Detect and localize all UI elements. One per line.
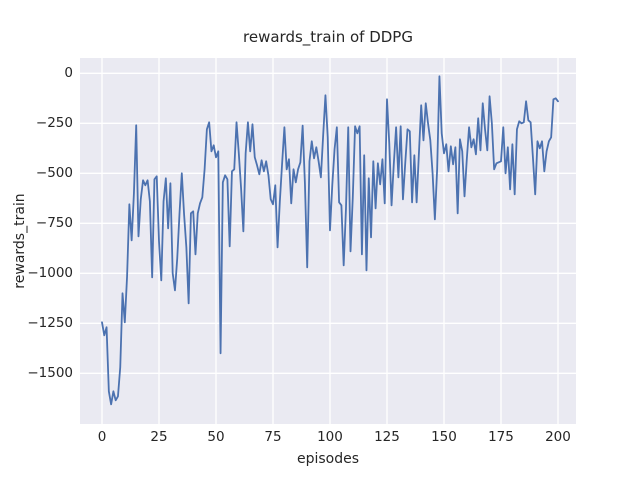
x-tick-label: 200	[545, 429, 571, 445]
x-tick-label: 25	[150, 429, 168, 445]
y-tick-label: −1250	[27, 314, 73, 331]
x-axis-label: episodes	[296, 451, 360, 467]
line-chart	[80, 58, 576, 424]
x-tick-label: 0	[97, 429, 107, 445]
x-tick-label: 125	[374, 429, 400, 445]
plot-area	[80, 58, 576, 424]
x-tick-label: 150	[431, 429, 457, 445]
y-tick-label: −250	[35, 114, 73, 131]
x-tick-label: 75	[264, 429, 282, 445]
y-tick-label: −1000	[27, 264, 73, 281]
y-tick-label: −1500	[27, 364, 73, 381]
y-tick-label: 0	[64, 64, 73, 81]
x-tick-label: 50	[207, 429, 225, 445]
y-tick-label: −500	[35, 164, 73, 181]
x-tick-label: 100	[317, 429, 343, 445]
chart-title: rewards_train of DDPG	[243, 28, 413, 46]
y-axis-label-text: rewards_train	[12, 193, 28, 289]
y-tick-label: −750	[35, 214, 73, 231]
series-line-rewards-train	[101, 75, 559, 406]
x-tick-label: 175	[488, 429, 514, 445]
